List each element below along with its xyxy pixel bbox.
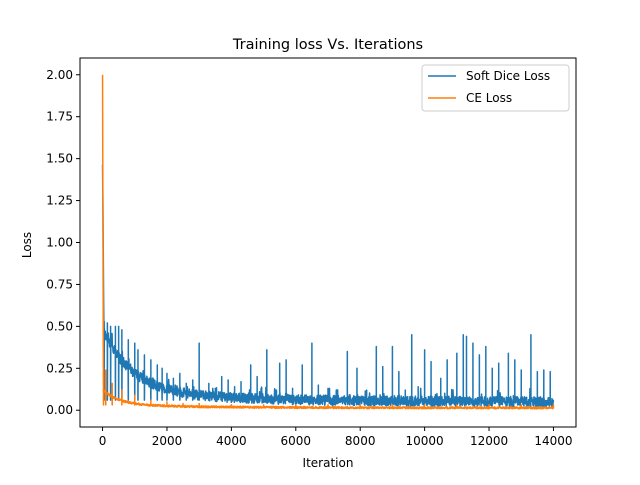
x-tick-label: 0 xyxy=(99,434,107,448)
x-tick-label: 4000 xyxy=(216,434,247,448)
x-axis-label: Iteration xyxy=(303,456,354,470)
y-tick-label: 0.75 xyxy=(46,277,73,291)
x-tick-label: 2000 xyxy=(152,434,183,448)
axes-layer: 0 2000 4000 6000 8000 10000 12000 14000 0.00 0.25… xyxy=(46,57,577,448)
x-tick-label: 8000 xyxy=(345,434,376,448)
legend-box xyxy=(421,64,570,112)
y-tick-label: 0.50 xyxy=(46,319,73,333)
y-tick-label: 1.00 xyxy=(46,236,73,250)
series-layer xyxy=(101,74,555,410)
y-tick-label: 1.75 xyxy=(46,110,73,124)
series-line-soft-dice-loss xyxy=(101,164,555,408)
plot-frame xyxy=(79,57,577,428)
legend-label-ce-loss: CE Loss xyxy=(466,91,512,105)
y-tick-label: 1.25 xyxy=(46,194,73,208)
y-tick-label: 2.00 xyxy=(46,68,73,82)
x-tick-label: 14000 xyxy=(534,434,572,448)
x-tick-label: 6000 xyxy=(281,434,312,448)
x-tick-label: 12000 xyxy=(470,434,508,448)
legend-label-soft-dice-loss: Soft Dice Loss xyxy=(466,69,550,83)
x-tick-label: 10000 xyxy=(406,434,444,448)
y-tick-label: 0.25 xyxy=(46,361,73,375)
legend: Soft Dice Loss CE Loss xyxy=(421,64,570,112)
chart-title: Training loss Vs. Iterations xyxy=(232,37,423,53)
y-tick-label: 1.50 xyxy=(46,152,73,166)
y-axis-label: Loss xyxy=(20,232,34,258)
y-tick-label: 0.00 xyxy=(46,403,73,417)
series-line-ce-loss xyxy=(101,74,555,410)
